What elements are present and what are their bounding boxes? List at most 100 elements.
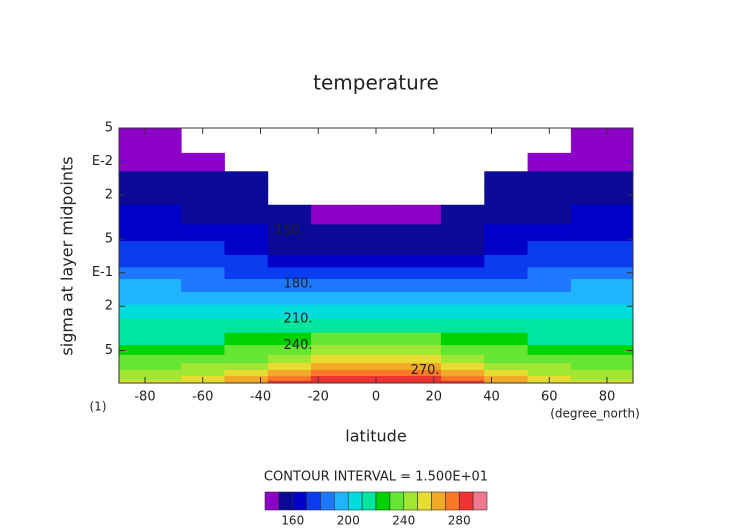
field-cell xyxy=(484,241,529,256)
field-cell xyxy=(527,369,572,377)
field-cell xyxy=(611,188,634,206)
field-cell xyxy=(611,171,634,189)
field-cell xyxy=(440,267,485,280)
field-cell xyxy=(354,332,399,346)
colorbar-box xyxy=(334,491,349,511)
field-cell xyxy=(119,354,142,364)
field-cell xyxy=(224,369,269,377)
field-cell xyxy=(354,291,399,306)
field-cell xyxy=(311,267,355,280)
field-cell xyxy=(397,345,442,356)
field-cell xyxy=(119,291,142,306)
field-cell xyxy=(397,332,442,346)
field-cell xyxy=(440,318,485,334)
field-cell xyxy=(484,376,529,382)
x-tick-label: 20 xyxy=(425,390,442,405)
field-cell xyxy=(354,318,399,334)
field-cell xyxy=(119,171,142,189)
field-cell xyxy=(354,369,399,377)
field-cell xyxy=(311,204,355,225)
field-cell xyxy=(527,204,572,225)
field-cell xyxy=(440,279,485,293)
field-cell xyxy=(181,332,225,346)
field-cell xyxy=(311,241,355,256)
field-cell xyxy=(181,188,225,206)
field-cell xyxy=(527,332,572,346)
field-cell xyxy=(484,318,529,334)
field-cell xyxy=(440,332,485,346)
field-cell xyxy=(570,241,612,256)
field-cell xyxy=(570,376,612,382)
field-cell xyxy=(570,128,612,154)
field-cell xyxy=(440,345,485,356)
field-cell xyxy=(224,171,269,189)
field-cell xyxy=(484,171,529,189)
field-cell xyxy=(440,224,485,242)
field-cell xyxy=(224,380,269,384)
field-cell xyxy=(224,224,269,242)
field-cell xyxy=(311,224,355,242)
field-cell xyxy=(224,376,269,382)
field-cell xyxy=(267,345,312,356)
field-cell xyxy=(354,279,399,293)
field-cell xyxy=(611,363,634,371)
field-cell xyxy=(440,304,485,319)
field-cell xyxy=(397,255,442,268)
field-cell xyxy=(119,279,142,293)
field-cell xyxy=(119,380,142,384)
field-cell xyxy=(397,279,442,293)
field-cell xyxy=(224,188,269,206)
field-cell xyxy=(484,304,529,319)
field-cell xyxy=(527,152,572,172)
colorbar-box xyxy=(320,491,335,511)
colorbar-box xyxy=(306,491,321,511)
colorbar-tick-label: 240 xyxy=(392,514,415,528)
field-cell xyxy=(140,255,182,268)
field-cell xyxy=(570,279,612,293)
field-cell xyxy=(527,304,572,319)
field-cell xyxy=(311,279,355,293)
field-cell xyxy=(311,345,355,356)
field-cell xyxy=(440,380,485,384)
field-cell xyxy=(119,204,142,225)
field-cell xyxy=(440,376,485,382)
field-cell xyxy=(140,267,182,280)
field-cell xyxy=(140,380,182,384)
field-cell xyxy=(224,291,269,306)
contour-label: 240. xyxy=(284,338,313,353)
field-cell xyxy=(224,363,269,371)
colorbar-box xyxy=(445,491,460,511)
colorbar-box xyxy=(278,491,294,511)
field-cell xyxy=(397,354,442,364)
colorbar-box xyxy=(417,491,432,511)
field-cell xyxy=(267,255,312,268)
field-cell xyxy=(140,318,182,334)
field-cell xyxy=(140,354,182,364)
field-cell xyxy=(484,369,529,377)
field-cell xyxy=(570,318,612,334)
field-cell xyxy=(484,255,529,268)
field-cell xyxy=(267,332,312,346)
field-cell xyxy=(311,380,355,384)
field-cell xyxy=(267,304,312,319)
field-cell xyxy=(224,332,269,346)
field-cell xyxy=(611,354,634,364)
field-cell xyxy=(140,304,182,319)
field-cell xyxy=(267,241,312,256)
field-cell xyxy=(224,255,269,268)
field-cell xyxy=(611,204,634,225)
field-cell xyxy=(119,369,142,377)
field-cell xyxy=(119,363,142,371)
field-cell xyxy=(570,304,612,319)
field-cell xyxy=(484,354,529,364)
colorbar-box xyxy=(264,491,280,511)
field-cell xyxy=(181,304,225,319)
overlay: -80 -60 -40 -20 0 20 40 60 80 5 E-2 2 5 E-1 2 5 150. 180.… xyxy=(92,121,634,528)
field-cell xyxy=(440,354,485,364)
field-cell xyxy=(224,241,269,256)
field-cell xyxy=(140,376,182,382)
field-cell xyxy=(570,188,612,206)
field-cell xyxy=(354,255,399,268)
field-cell xyxy=(397,291,442,306)
field-cell xyxy=(611,332,634,346)
